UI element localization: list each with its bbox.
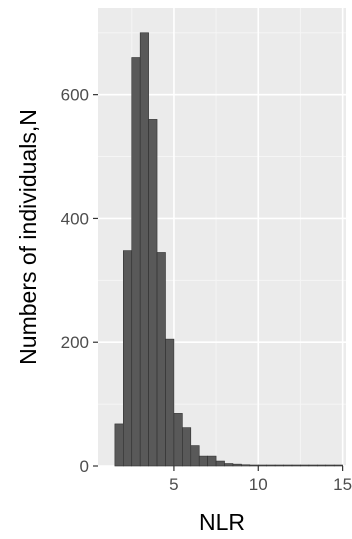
- histogram-bar: [232, 463, 242, 467]
- histogram-bar: [198, 455, 208, 467]
- x-tick-label: 15: [333, 475, 352, 494]
- histogram-bar: [190, 445, 200, 467]
- histogram-bar: [224, 463, 234, 467]
- x-tick-label: 10: [249, 475, 268, 494]
- y-tick-label: 200: [61, 333, 89, 352]
- y-axis-title: Numbers of individuals,N: [15, 109, 41, 365]
- histogram-bar: [114, 423, 124, 467]
- y-tick-label: 0: [80, 457, 89, 476]
- x-axis-ticks: 5 10 15: [169, 466, 352, 494]
- histogram-bar: [207, 455, 217, 467]
- histogram-bar: [173, 413, 183, 467]
- histogram-bar: [215, 460, 225, 467]
- histogram-bar: [317, 464, 327, 467]
- histogram-bar: [283, 464, 293, 467]
- histogram-bar: [123, 250, 133, 467]
- histogram-bar: [274, 464, 284, 467]
- histogram-bar: [257, 464, 268, 467]
- histogram-bar: [300, 464, 310, 467]
- y-tick-label: 600: [61, 86, 89, 105]
- histogram-bar: [131, 57, 141, 467]
- y-tick-label: 400: [61, 209, 89, 228]
- y-axis-ticks: 0 200 400 600: [61, 86, 98, 476]
- histogram-bar: [165, 338, 175, 467]
- x-tick-label: 5: [169, 475, 178, 494]
- x-axis-title: NLR: [199, 509, 245, 535]
- histogram-bar: [249, 464, 259, 467]
- histogram-bar: [325, 464, 335, 467]
- histogram-bar: [156, 252, 166, 467]
- histogram-bar: [308, 464, 318, 467]
- histogram-bar: [241, 464, 251, 467]
- histogram-bar: [291, 464, 301, 467]
- histogram-bar: [333, 464, 343, 467]
- histogram-bar: [148, 119, 158, 467]
- histogram-bar: [182, 427, 192, 467]
- histogram-bar: [139, 32, 149, 467]
- histogram-bars: [114, 32, 343, 467]
- histogram-bar: [266, 464, 276, 467]
